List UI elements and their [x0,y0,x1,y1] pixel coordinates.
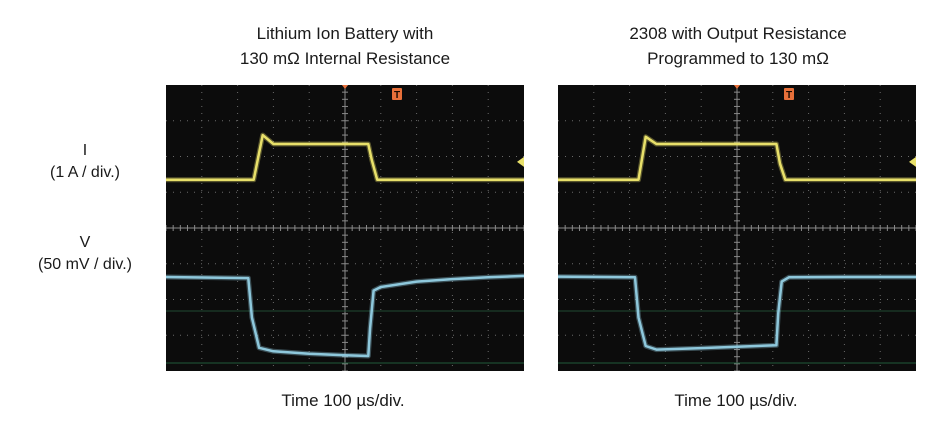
left-scope-screen: T [166,85,524,371]
voltage-axis-name: V [79,234,91,251]
left-trigger-label: T [394,90,400,101]
left-current-trace [166,133,524,181]
right-trigger-badge [784,88,794,100]
right-trigger-level-marker [909,156,916,167]
right-voltage-trace [558,275,916,351]
left-trigger-position-marker [342,85,348,89]
right-current-trace [558,135,916,181]
voltage-axis-label: V (50 mV / div.) [10,232,160,276]
right-chart-title-line-2: Programmed to 130 mΩ [647,49,829,68]
left-trigger-level-marker [517,156,524,167]
left-chart-title-line-2: 130 mΩ Internal Resistance [239,49,451,68]
left-trigger-badge [392,88,402,100]
voltage-axis-scale: (50 mV / div.) [38,256,132,273]
left-chart-title: Lithium Ion Battery with 130 mΩ Internal… [200,21,490,71]
left-chart-title-line-1: Lithium Ion Battery with [256,24,434,43]
left-time-axis-label: Time 100 µs/div. [281,391,405,410]
current-axis-scale: (1 A / div.) [50,164,120,181]
right-grid [558,85,916,371]
right-trigger-position-marker [734,85,740,89]
current-axis-name: I [82,142,88,159]
right-scope-screen: T [558,85,916,371]
right-scope-plot: T [558,85,916,371]
right-chart-title: 2308 with Output Resistance Programmed t… [593,21,883,71]
current-axis-label: I (1 A / div.) [10,140,160,184]
right-trigger-label: T [786,90,792,101]
left-voltage-trace [166,274,524,358]
left-scope-plot: T [166,85,524,371]
left-grid [166,85,524,371]
right-time-axis-label: Time 100 µs/div. [674,391,798,410]
right-chart-title-line-1: 2308 with Output Resistance [629,24,847,43]
